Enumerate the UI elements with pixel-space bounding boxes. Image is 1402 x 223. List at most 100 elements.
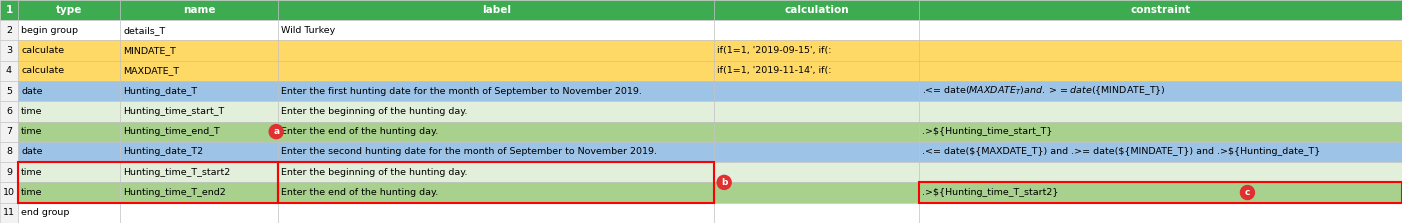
Bar xyxy=(278,40,714,61)
Circle shape xyxy=(1241,186,1255,200)
Bar xyxy=(714,122,918,142)
Bar xyxy=(714,20,918,40)
Bar xyxy=(121,182,278,203)
Text: time: time xyxy=(21,127,42,136)
Bar xyxy=(18,61,121,81)
Bar xyxy=(714,203,918,223)
Bar xyxy=(18,203,121,223)
Bar xyxy=(278,122,714,142)
Bar xyxy=(714,40,918,61)
Text: 5: 5 xyxy=(6,87,13,95)
Text: Hunting_time_end_T: Hunting_time_end_T xyxy=(123,127,220,136)
Bar xyxy=(918,203,1402,223)
Text: if(1=1, '2019-11-14', if(:: if(1=1, '2019-11-14', if(: xyxy=(718,66,831,75)
Text: Hunting_time_T_start2: Hunting_time_T_start2 xyxy=(123,168,231,177)
Bar xyxy=(278,0,714,20)
Bar xyxy=(0,81,18,101)
Bar xyxy=(278,81,714,101)
Bar xyxy=(714,0,918,20)
Text: .<= date(${MAXDATE_T}) and .>= date(${MINDATE_T}): .<= date(${MAXDATE_T}) and .>= date(${MI… xyxy=(923,85,1166,97)
Text: 6: 6 xyxy=(6,107,13,116)
Bar xyxy=(0,40,18,61)
Bar xyxy=(18,81,121,101)
Text: details_T: details_T xyxy=(123,26,165,35)
Bar xyxy=(278,203,714,223)
Text: type: type xyxy=(56,5,83,15)
Bar xyxy=(714,182,918,203)
Bar xyxy=(278,162,714,203)
Bar xyxy=(0,162,18,182)
Bar xyxy=(121,20,278,40)
Bar xyxy=(121,101,278,122)
Bar xyxy=(918,61,1402,81)
Bar xyxy=(714,162,918,182)
Bar xyxy=(121,142,278,162)
Bar xyxy=(918,20,1402,40)
Text: Hunting_date_T: Hunting_date_T xyxy=(123,87,198,95)
Bar xyxy=(18,20,121,40)
Text: MAXDATE_T: MAXDATE_T xyxy=(123,66,179,75)
Text: a: a xyxy=(273,127,279,136)
Text: Enter the beginning of the hunting day.: Enter the beginning of the hunting day. xyxy=(282,168,468,177)
Bar xyxy=(918,101,1402,122)
Text: Hunting_time_T_end2: Hunting_time_T_end2 xyxy=(123,188,226,197)
Text: Enter the end of the hunting day.: Enter the end of the hunting day. xyxy=(282,188,439,197)
Text: time: time xyxy=(21,188,42,197)
Bar xyxy=(121,81,278,101)
Bar xyxy=(278,162,714,182)
Text: date: date xyxy=(21,147,42,157)
Bar xyxy=(278,101,714,122)
Text: .<= date(${MAXDATE_T}) and .>= date(${MINDATE_T}) and .>${Hunting_date_T}: .<= date(${MAXDATE_T}) and .>= date(${MI… xyxy=(923,147,1321,157)
Text: Enter the beginning of the hunting day.: Enter the beginning of the hunting day. xyxy=(282,107,468,116)
Bar xyxy=(0,0,18,20)
Bar xyxy=(0,182,18,203)
Text: 11: 11 xyxy=(3,208,15,217)
Text: Enter the first hunting date for the month of September to November 2019.: Enter the first hunting date for the mon… xyxy=(282,87,642,95)
Bar xyxy=(18,122,121,142)
Bar xyxy=(918,81,1402,101)
Bar xyxy=(0,20,18,40)
Text: 9: 9 xyxy=(6,168,13,177)
Text: calculate: calculate xyxy=(21,46,64,55)
Text: MINDATE_T: MINDATE_T xyxy=(123,46,177,55)
Text: 4: 4 xyxy=(6,66,13,75)
Bar xyxy=(18,162,278,203)
Text: begin group: begin group xyxy=(21,26,79,35)
Text: constraint: constraint xyxy=(1130,5,1190,15)
Bar xyxy=(918,182,1402,203)
Circle shape xyxy=(718,176,732,189)
Bar xyxy=(121,61,278,81)
Bar xyxy=(714,101,918,122)
Bar xyxy=(918,40,1402,61)
Bar xyxy=(714,81,918,101)
Bar xyxy=(121,162,278,182)
Text: .>${Hunting_time_T_start2}: .>${Hunting_time_T_start2} xyxy=(923,188,1059,197)
Bar xyxy=(18,162,121,182)
Text: if(1=1, '2019-09-15', if(:: if(1=1, '2019-09-15', if(: xyxy=(718,46,831,55)
Bar xyxy=(0,142,18,162)
Bar xyxy=(18,182,121,203)
Text: .>${Hunting_time_start_T}: .>${Hunting_time_start_T} xyxy=(923,127,1053,136)
Text: 2: 2 xyxy=(6,26,13,35)
Bar xyxy=(278,142,714,162)
Bar xyxy=(278,20,714,40)
Bar xyxy=(278,61,714,81)
Text: b: b xyxy=(721,178,728,187)
Text: end group: end group xyxy=(21,208,69,217)
Bar xyxy=(918,122,1402,142)
Bar xyxy=(18,101,121,122)
Circle shape xyxy=(269,125,283,139)
Bar xyxy=(714,61,918,81)
Text: 8: 8 xyxy=(6,147,13,157)
Bar xyxy=(918,182,1402,203)
Bar xyxy=(278,182,714,203)
Bar xyxy=(18,0,121,20)
Text: label: label xyxy=(482,5,510,15)
Bar xyxy=(918,162,1402,182)
Text: time: time xyxy=(21,168,42,177)
Text: c: c xyxy=(1245,188,1251,197)
Text: 10: 10 xyxy=(3,188,15,197)
Text: 1: 1 xyxy=(6,5,13,15)
Text: Hunting_date_T2: Hunting_date_T2 xyxy=(123,147,203,157)
Bar xyxy=(918,0,1402,20)
